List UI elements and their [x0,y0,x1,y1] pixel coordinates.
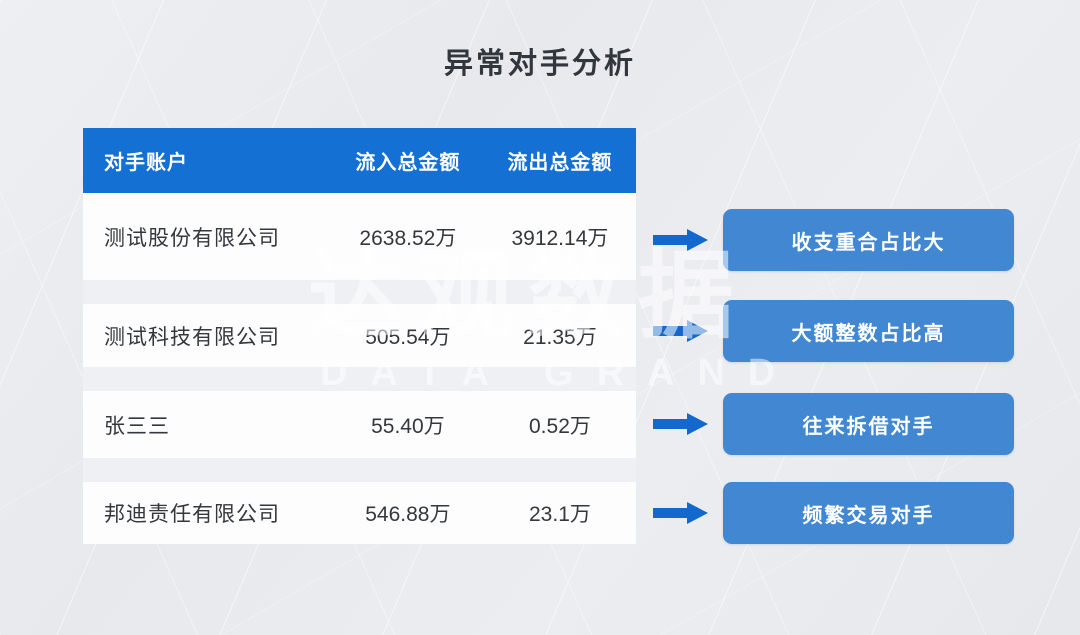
cell-inflow: 546.88万 [365,503,451,526]
table-body: 测试股份有限公司 2638.52万 3912.14万 测试科技有限公司 505.… [83,193,636,544]
arrow-shaft [653,508,688,518]
row-divider [83,280,636,304]
right-arrow-icon [653,502,708,524]
table-row: 测试股份有限公司 2638.52万 3912.14万 [83,193,636,280]
anomaly-tag-round-amounts: 大额整数占比高 [723,300,1014,362]
table-row: 邦迪责任有限公司 546.88万 23.1万 [83,482,636,544]
arrow-head [687,229,708,251]
cell-outflow: 0.52万 [529,414,591,438]
arrow-shaft [653,326,688,336]
cell-outflow: 23.1万 [529,503,591,526]
anomaly-tag-frequent: 频繁交易对手 [723,482,1014,544]
right-arrow-icon [653,413,708,435]
cell-account: 张三三 [104,414,170,438]
cell-inflow: 55.40万 [371,414,445,438]
counterparty-table: 对手账户 流入总金额 流出总金额 测试股份有限公司 2638.52万 3912.… [83,128,636,544]
arrow-shaft [653,235,688,245]
right-arrow-icon [653,229,708,251]
row-divider [83,458,636,482]
cell-inflow: 2638.52万 [359,226,457,250]
cell-outflow: 21.35万 [523,325,597,349]
arrow-head [687,413,708,435]
cell-outflow: 3912.14万 [511,226,609,250]
column-header-outflow: 流出总金额 [507,152,613,174]
column-header-account: 对手账户 [104,152,188,174]
cell-account: 测试股份有限公司 [104,226,280,250]
page-title: 异常对手分析 [443,48,636,80]
cell-account: 邦迪责任有限公司 [104,503,280,526]
arrow-shaft [653,419,688,429]
table-row: 测试科技有限公司 505.54万 21.35万 [83,304,636,367]
column-header-inflow: 流入总金额 [355,152,461,174]
anomaly-tag-overlap: 收支重合占比大 [723,209,1014,271]
cell-account: 测试科技有限公司 [104,325,280,349]
arrow-head [687,320,708,342]
right-arrow-icon [653,320,708,342]
anomaly-tag-lending: 往来拆借对手 [723,393,1014,455]
arrow-head [687,502,708,524]
table-header-row: 对手账户 流入总金额 流出总金额 [83,128,636,193]
table-row: 张三三 55.40万 0.52万 [83,391,636,458]
row-divider [83,367,636,391]
cell-inflow: 505.54万 [365,325,451,349]
